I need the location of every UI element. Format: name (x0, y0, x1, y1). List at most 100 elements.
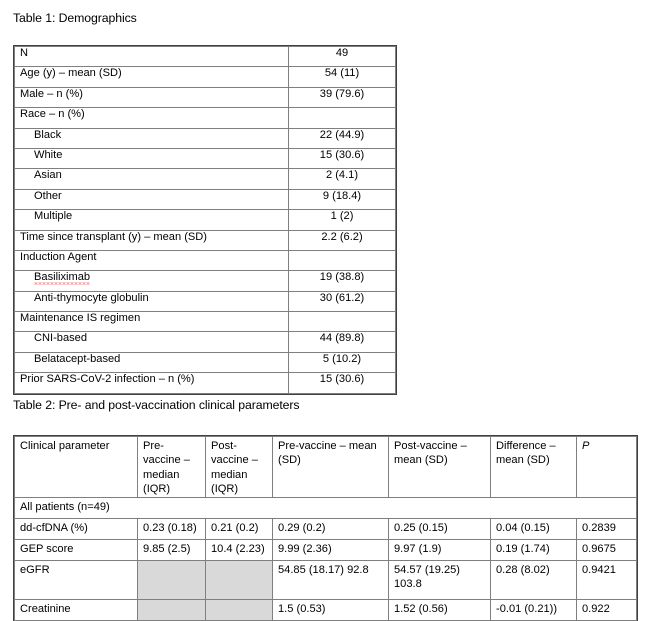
table-row: N 49 (14, 45, 396, 68)
demographics-row-label: Black (14, 127, 289, 149)
post-vaccine-median-cell: 10.4 (2.23) (205, 539, 273, 562)
table-row: Induction Agent (14, 249, 396, 272)
parameter-cell: GEP score (14, 539, 138, 562)
demographics-row-label: Age (y) – mean (SD) (14, 66, 289, 88)
p-value-cell: 0.9421 (576, 560, 637, 601)
demographics-row-label: Race – n (%) (14, 107, 289, 129)
table-row: eGFR 54.85 (18.17) 92.8 54.57 (19.25) 103.… (14, 560, 637, 601)
demographics-row-value: 2.2 (6.2) (288, 229, 396, 251)
demographics-row-value (288, 249, 396, 272)
table-row: Male – n (%) 39 (79.6) (14, 86, 396, 109)
group-label: All patients (n=49) (14, 497, 637, 520)
demographics-row-value: 15 (30.6) (288, 147, 396, 170)
table-row: Basiliximab 19 (38.8) (14, 270, 396, 292)
parameter-cell: eGFR (14, 560, 138, 601)
pre-vaccine-median-cell: 0.23 (0.18) (137, 518, 206, 541)
table-row: Age (y) – mean (SD) 54 (11) (14, 66, 396, 88)
demographics-row-label: N (14, 45, 289, 68)
demographics-row-value: 39 (79.6) (288, 86, 396, 109)
table-row: Prior SARS-CoV-2 infection – n (%) 15 (30… (14, 372, 396, 394)
post-vaccine-mean-cell: 0.25 (0.15) (388, 518, 491, 541)
demographics-row-value: 19 (38.8) (288, 270, 396, 292)
demographics-table-body: N 49 Age (y) – mean (SD) 54 (11) Male – n (%… (14, 45, 396, 394)
demographics-row-label: Maintenance IS regimen (14, 311, 289, 333)
demographics-row-label: Other (14, 188, 289, 211)
demographics-row-label: Male – n (%) (14, 86, 289, 109)
column-header: Pre-vaccine – median (IQR) (137, 435, 206, 499)
pre-vaccine-median-cell (137, 560, 206, 601)
demographics-row-value: 49 (288, 45, 396, 68)
demographics-row-label: Induction Agent (14, 249, 289, 272)
pre-vaccine-mean-cell: 54.85 (18.17) 92.8 (272, 560, 389, 601)
table-row: Multiple 1 (2) (14, 209, 396, 231)
demographics-row-label: Asian (14, 168, 289, 190)
clinical-parameters-table: Clinical parameter Pre-vaccine – median (… (14, 435, 637, 621)
demographics-row-value: 15 (30.6) (288, 372, 396, 394)
pre-vaccine-mean-cell: 1.5 (0.53) (272, 599, 389, 621)
demographics-row-label: Prior SARS-CoV-2 infection – n (%) (14, 372, 289, 394)
column-header: P (576, 435, 637, 499)
post-vaccine-median-cell (205, 560, 273, 601)
table-row: GEP score 9.85 (2.5) 10.4 (2.23) 9.99 (2.36… (14, 539, 637, 562)
demographics-row-value: 30 (61.2) (288, 290, 396, 313)
p-value-cell: 0.922 (576, 599, 637, 621)
demographics-row-label: CNI-based (14, 331, 289, 353)
column-header: Post-vaccine – mean (SD) (388, 435, 491, 499)
spellcheck-underlined-text: Basiliximab (34, 271, 91, 285)
table-row: dd-cfDNA (%) 0.23 (0.18) 0.21 (0.2) 0.29 (0… (14, 518, 637, 541)
post-vaccine-mean-cell: 9.97 (1.9) (388, 539, 491, 562)
demographics-row-label: Time since transplant (y) – mean (SD) (14, 229, 289, 251)
table-row: Asian 2 (4.1) (14, 168, 396, 190)
parameter-cell: Creatinine (14, 599, 138, 621)
post-vaccine-median-cell: 0.21 (0.2) (205, 518, 273, 541)
difference-mean-cell: 0.04 (0.15) (490, 518, 577, 541)
demographics-row-label: Multiple (14, 209, 289, 231)
table-row: Anti-thymocyte globulin 30 (61.2) (14, 290, 396, 313)
demographics-row-value: 2 (4.1) (288, 168, 396, 190)
demographics-row-label: Basiliximab (14, 270, 289, 292)
demographics-row-value (288, 311, 396, 333)
table-row: Belatacept-based 5 (10.2) (14, 351, 396, 374)
parameter-cell: dd-cfDNA (%) (14, 518, 138, 541)
post-vaccine-mean-cell: 54.57 (19.25) 103.8 (388, 560, 491, 601)
demographics-row-value: 5 (10.2) (288, 351, 396, 374)
table-row: White 15 (30.6) (14, 147, 396, 170)
table-group-row: All patients (n=49) (14, 497, 637, 520)
column-header: Difference – mean (SD) (490, 435, 577, 499)
document-page: Table 1: Demographics N 49 Age (y) – mean … (13, 11, 637, 621)
column-header: Clinical parameter (14, 435, 138, 499)
p-value-cell: 0.9675 (576, 539, 637, 562)
table-row: Creatinine 1.5 (0.53) 1.52 (0.56) -0.01 (0.… (14, 599, 637, 621)
demographics-row-label: Belatacept-based (14, 351, 289, 374)
table-row: Race – n (%) (14, 107, 396, 129)
table-1-caption: Table 1: Demographics (13, 11, 137, 25)
post-vaccine-mean-cell: 1.52 (0.56) (388, 599, 491, 621)
column-header: Pre-vaccine – mean (SD) (272, 435, 389, 499)
table-row: Other 9 (18.4) (14, 188, 396, 211)
demographics-row-value: 1 (2) (288, 209, 396, 231)
demographics-row-value: 22 (44.9) (288, 127, 396, 149)
table-row: Black 22 (44.9) (14, 127, 396, 149)
pre-vaccine-mean-cell: 0.29 (0.2) (272, 518, 389, 541)
demographics-row-label: Anti-thymocyte globulin (14, 290, 289, 313)
demographics-table: N 49 Age (y) – mean (SD) 54 (11) Male – n (%… (14, 45, 396, 394)
table-row: CNI-based 44 (89.8) (14, 331, 396, 353)
difference-mean-cell: 0.28 (8.02) (490, 560, 577, 601)
clinical-parameters-table-body: Clinical parameter Pre-vaccine – median (… (14, 435, 637, 621)
demographics-row-value: 54 (11) (288, 66, 396, 88)
column-header: Post-vaccine – median (IQR) (205, 435, 273, 499)
table-header-row: Clinical parameter Pre-vaccine – median (… (14, 435, 637, 499)
demographics-row-label: White (14, 147, 289, 170)
pre-vaccine-median-cell (137, 599, 206, 621)
post-vaccine-median-cell (205, 599, 273, 621)
demographics-row-value: 9 (18.4) (288, 188, 396, 211)
p-value-header-text: P (582, 440, 590, 452)
demographics-row-value (288, 107, 396, 129)
pre-vaccine-median-cell: 9.85 (2.5) (137, 539, 206, 562)
table-row: Maintenance IS regimen (14, 311, 396, 333)
difference-mean-cell: 0.19 (1.74) (490, 539, 577, 562)
pre-vaccine-mean-cell: 9.99 (2.36) (272, 539, 389, 562)
demographics-row-value: 44 (89.8) (288, 331, 396, 353)
difference-mean-cell: -0.01 (0.21)) (490, 599, 577, 621)
table-2-caption: Table 2: Pre- and post-vaccination clini… (13, 398, 300, 412)
